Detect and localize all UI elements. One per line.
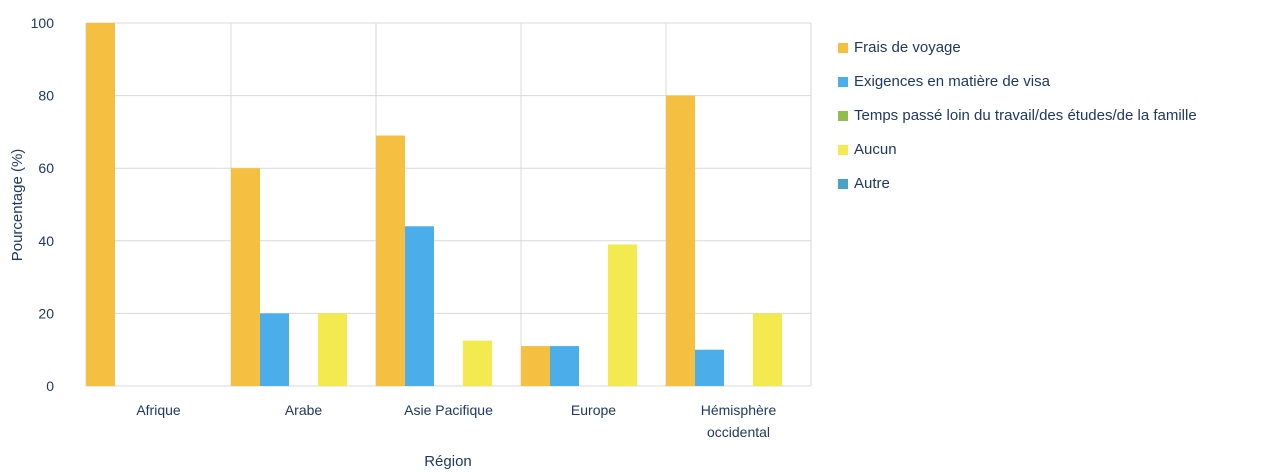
legend-item: Exigences en matière de visa [838,70,1197,93]
bar [521,346,550,386]
legend-label: Exigences en matière de visa [854,73,1050,90]
legend-swatch [838,76,848,87]
bar [608,244,637,386]
bar [318,313,347,386]
bar [753,313,782,386]
y-tick-label: 40 [38,233,54,249]
bar [86,23,115,386]
bar [405,226,434,386]
legend-swatch [838,42,848,53]
bar [231,168,260,386]
bar [666,95,695,386]
x-axis-title: Région [424,453,472,470]
bars [86,23,782,386]
y-axis-title: Pourcentage (%) [9,149,26,262]
bar [376,135,405,386]
legend: Frais de voyage Exigences en matière de v… [838,36,1197,206]
bar [463,340,492,386]
legend-item: Temps passé loin du travail/des études/d… [838,104,1197,127]
y-tick-label: 0 [46,378,54,394]
x-tick-label: Europe [571,402,616,418]
y-tick-label: 100 [31,15,55,31]
y-tick-label: 20 [38,305,54,321]
legend-item: Aucun [838,138,1197,161]
x-axis-ticks: Afrique Arabe Asie Pacifique Europe Hémisphè… [136,402,776,440]
legend-label: Autre [854,175,890,192]
legend-swatch [838,178,848,189]
legend-label: Aucun [854,141,897,158]
legend-label: Temps passé loin du travail/des études/d… [854,107,1197,124]
x-tick-label: Afrique [136,402,181,418]
x-tick-label: Asie Pacifique [404,402,493,418]
bar [695,349,724,386]
bar [550,346,579,386]
y-tick-label: 80 [38,88,54,104]
x-tick-label: Hémisphère occidental [701,402,777,440]
x-tick-label: Arabe [285,402,323,418]
legend-item: Autre [838,172,1197,195]
gridlines [85,22,812,387]
legend-swatch [838,144,848,155]
legend-swatch [838,110,848,121]
y-axis-ticks: 0 20 40 60 80 100 [31,15,55,394]
legend-item: Frais de voyage [838,36,1197,59]
y-tick-label: 60 [38,160,54,176]
bar [260,313,289,386]
legend-label: Frais de voyage [854,39,961,56]
